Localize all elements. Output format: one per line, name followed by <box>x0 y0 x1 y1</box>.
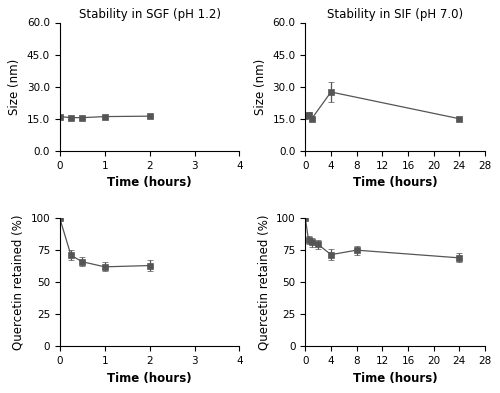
Title: Stability in SIF (pH 7.0): Stability in SIF (pH 7.0) <box>327 8 463 21</box>
Title: Stability in SGF (pH 1.2): Stability in SGF (pH 1.2) <box>78 8 221 21</box>
X-axis label: Time (hours): Time (hours) <box>353 176 438 189</box>
X-axis label: Time (hours): Time (hours) <box>108 372 192 385</box>
Y-axis label: Quercetin retained (%): Quercetin retained (%) <box>258 215 270 350</box>
Y-axis label: Quercetin retained (%): Quercetin retained (%) <box>12 215 25 350</box>
Y-axis label: Size (nm): Size (nm) <box>254 59 267 115</box>
Y-axis label: Size (nm): Size (nm) <box>8 59 22 115</box>
X-axis label: Time (hours): Time (hours) <box>108 176 192 189</box>
X-axis label: Time (hours): Time (hours) <box>353 372 438 385</box>
